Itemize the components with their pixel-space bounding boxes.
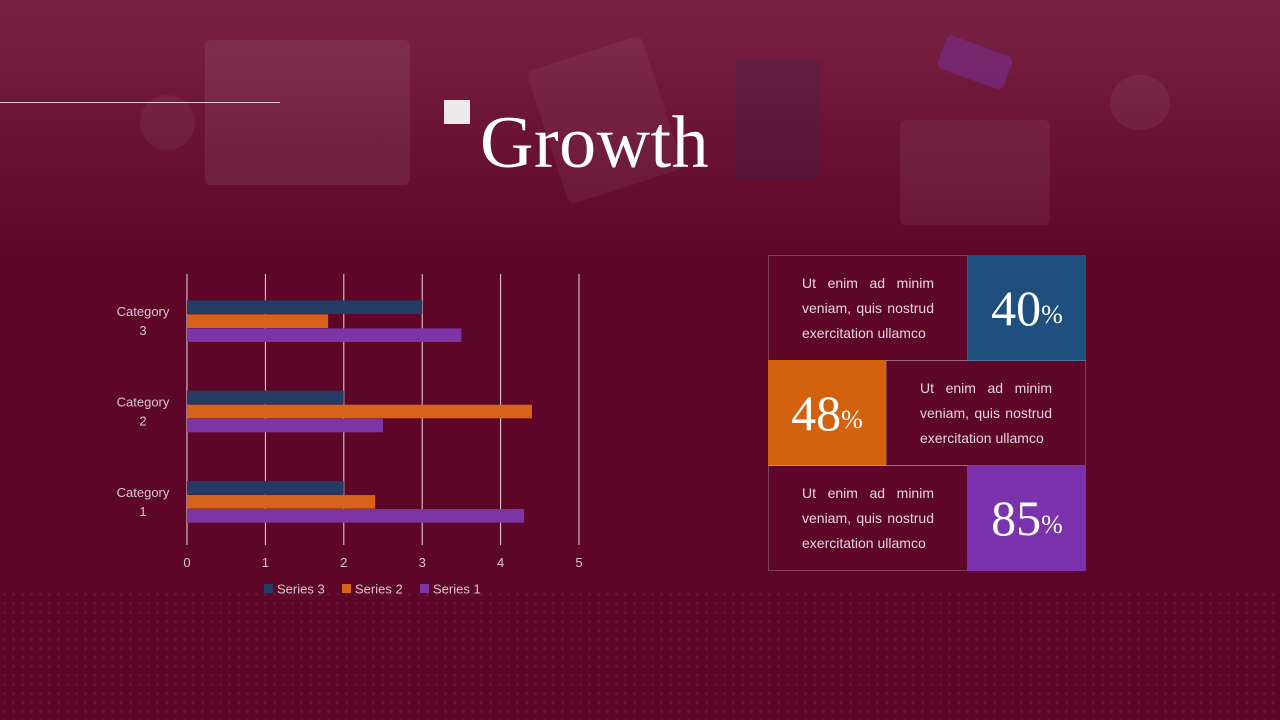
bar xyxy=(187,481,344,495)
legend-label: Series 1 xyxy=(433,582,481,597)
x-tick-label: 0 xyxy=(183,555,190,570)
x-tick-label: 4 xyxy=(497,555,504,570)
category-label: 1 xyxy=(139,504,146,519)
stat-value: 48 xyxy=(791,385,842,441)
title-square-icon xyxy=(444,100,470,124)
stat-value-box: 85% xyxy=(968,465,1086,571)
x-tick-label: 2 xyxy=(340,555,347,570)
bar xyxy=(187,300,423,314)
chart-legend: Series 3 Series 2 Series 1 xyxy=(264,582,481,597)
category-label: 2 xyxy=(139,414,146,429)
stat-text: Ut enim ad minim veniam, quis nostrud ex… xyxy=(920,379,1052,446)
legend-label: Series 3 xyxy=(277,582,325,597)
stat-description: Ut enim ad minim veniam, quis nostrud ex… xyxy=(768,255,968,361)
stat-text: Ut enim ad minim veniam, quis nostrud ex… xyxy=(802,274,934,341)
slide-title: Growth xyxy=(480,102,710,184)
stat-text: Ut enim ad minim veniam, quis nostrud ex… xyxy=(802,484,934,551)
legend-swatch xyxy=(342,584,351,593)
chart-bars xyxy=(187,300,532,523)
legend-label: Series 2 xyxy=(355,582,403,597)
stat-value-box: 48% xyxy=(768,360,886,466)
x-tick-label: 1 xyxy=(262,555,269,570)
stat-unit: % xyxy=(1041,300,1063,329)
cup-shape xyxy=(1110,75,1170,130)
stat-unit: % xyxy=(1041,510,1063,539)
x-tick-label: 3 xyxy=(419,555,426,570)
stat-description: Ut enim ad minim veniam, quis nostrud ex… xyxy=(768,465,968,571)
dot-pattern xyxy=(0,590,1280,720)
stat-description: Ut enim ad minim veniam, quis nostrud ex… xyxy=(886,360,1086,466)
bar xyxy=(187,404,532,419)
x-tick-label: 5 xyxy=(575,555,582,570)
stat-unit: % xyxy=(841,405,863,434)
bar xyxy=(187,314,329,328)
laptop-shape xyxy=(205,40,410,185)
bar xyxy=(187,495,376,509)
category-label: Category xyxy=(117,485,170,500)
category-label: Category xyxy=(117,395,170,410)
legend-swatch xyxy=(264,584,273,593)
bar xyxy=(187,328,462,342)
stat-value: 85 xyxy=(991,490,1042,546)
stat-row-1: Ut enim ad minim veniam, quis nostrud ex… xyxy=(768,255,1086,361)
bar xyxy=(187,390,344,405)
stat-value: 40 xyxy=(991,280,1042,336)
chart-x-ticks: 0 1 2 3 4 5 xyxy=(183,555,582,570)
bar xyxy=(187,509,525,523)
tablet-shape xyxy=(900,120,1050,225)
category-label: 3 xyxy=(139,323,146,338)
decorative-line xyxy=(0,102,280,103)
stat-row-3: Ut enim ad minim veniam, quis nostrud ex… xyxy=(768,465,1086,571)
stat-value-box: 40% xyxy=(968,255,1086,361)
legend-swatch xyxy=(420,584,429,593)
book-shape xyxy=(735,60,820,180)
bar xyxy=(187,418,383,433)
stat-row-2: 48% Ut enim ad minim veniam, quis nostru… xyxy=(768,360,1086,466)
chart-category-labels: Category 1 Category 2 Category 3 xyxy=(117,304,170,519)
category-label: Category xyxy=(117,304,170,319)
background-photo xyxy=(0,0,1280,260)
mug-shape xyxy=(140,95,195,150)
